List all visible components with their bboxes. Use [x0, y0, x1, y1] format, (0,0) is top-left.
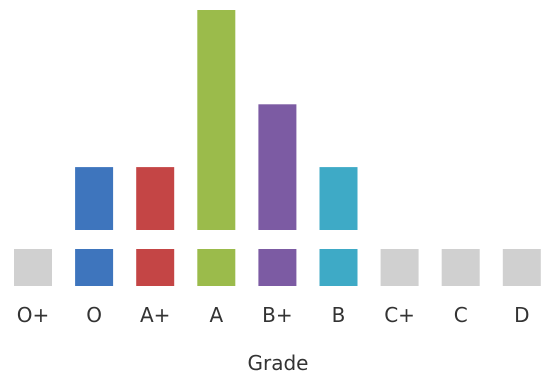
x-tick-labels: O+ O A+ A B+ B C+ C D — [17, 303, 530, 327]
x-axis-title: Grade — [248, 351, 309, 375]
marker-o — [75, 249, 114, 286]
bar-a — [197, 10, 236, 230]
tick-label-a: A — [209, 303, 223, 327]
marker-o-plus — [14, 249, 52, 286]
marker-d — [502, 249, 541, 286]
tick-label-b: B — [332, 303, 346, 327]
baseline-markers — [14, 249, 541, 286]
marker-c — [441, 249, 480, 286]
bar-b — [319, 167, 358, 230]
marker-c-plus — [380, 249, 419, 286]
tick-label-a-plus: A+ — [140, 303, 170, 327]
tick-label-d: D — [514, 303, 529, 327]
bar-o — [75, 167, 114, 230]
bars — [75, 10, 358, 230]
marker-b — [319, 249, 358, 286]
tick-label-c-plus: C+ — [384, 303, 415, 327]
bar-b-plus — [258, 104, 297, 230]
tick-label-c: C — [454, 303, 468, 327]
tick-label-b-plus: B+ — [262, 303, 292, 327]
bar-a-plus — [136, 167, 175, 230]
tick-label-o-plus: O+ — [17, 303, 50, 327]
marker-a — [197, 249, 236, 286]
tick-label-o: O — [86, 303, 102, 327]
marker-a-plus — [136, 249, 175, 286]
marker-b-plus — [258, 249, 297, 286]
